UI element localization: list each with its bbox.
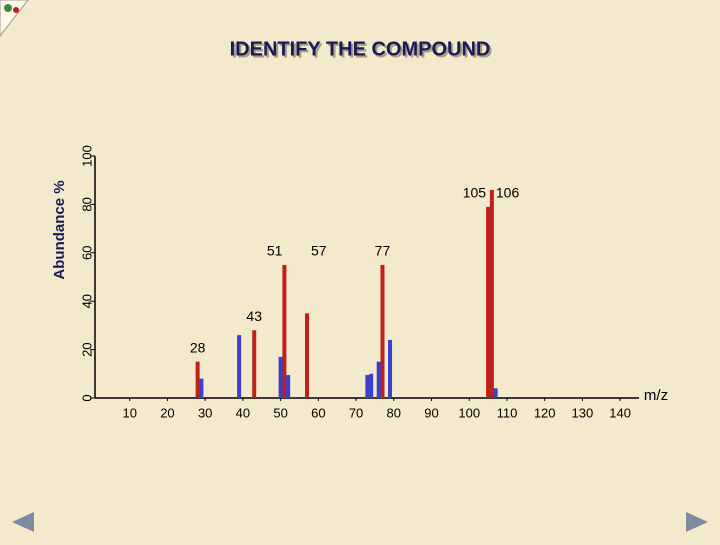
- x-tick-label: 140: [609, 405, 631, 420]
- x-tick-label: 100: [458, 405, 480, 420]
- x-tick-label: 20: [160, 405, 174, 420]
- plot: 0 20 40 60 80 100 10 20 30 40 50 60 70 80 90 100 110 120 1…: [79, 145, 639, 420]
- y-tick-label: 80: [79, 197, 94, 211]
- peak-label: 77: [375, 243, 391, 259]
- peak-label: 106: [496, 185, 520, 201]
- peak-label: 105: [463, 185, 487, 201]
- peak: [493, 388, 498, 398]
- y-tick-label: 0: [79, 394, 94, 401]
- peak-label: 43: [246, 308, 262, 324]
- peak: [388, 339, 393, 398]
- x-tick-label: 90: [424, 405, 438, 420]
- x-tick-label: 10: [122, 405, 136, 420]
- peak: [365, 375, 370, 398]
- y-tick-label: 60: [79, 246, 94, 260]
- x-tick-label: 110: [497, 405, 518, 420]
- x-tick-label: 70: [349, 405, 363, 420]
- peak: [286, 375, 291, 398]
- peak-label: 28: [190, 339, 206, 355]
- peak: [195, 361, 200, 398]
- title-shadow: IDENTIFY THE COMPOUND: [232, 40, 493, 62]
- y-tick-label: 20: [79, 342, 94, 356]
- logo: [0, 0, 29, 37]
- peak-label: 57: [311, 243, 327, 259]
- peak: [305, 313, 310, 398]
- prev-button[interactable]: [12, 512, 34, 532]
- peak: [278, 356, 283, 398]
- x-tick-label: 40: [236, 405, 250, 420]
- peak: [252, 330, 257, 398]
- y-tick-label: 100: [79, 145, 94, 167]
- x-tick-label: 120: [534, 405, 556, 420]
- x-tick-label: 50: [273, 405, 287, 420]
- y-axis-label: Abundance %: [51, 180, 68, 279]
- peak: [282, 264, 287, 398]
- x-axis-label: m/z: [644, 387, 668, 404]
- peak: [237, 335, 242, 398]
- x-tick-label: 60: [311, 405, 325, 420]
- peak: [380, 264, 385, 398]
- peak: [486, 206, 491, 398]
- x-tick-label: 80: [387, 405, 401, 420]
- peak: [369, 373, 374, 398]
- chart-title: IDENTIFY THE COMPOUND: [230, 38, 491, 60]
- y-tick-label: 40: [79, 294, 94, 308]
- peak: [376, 361, 381, 398]
- peak: [489, 189, 494, 398]
- x-tick-label: 30: [198, 405, 212, 420]
- peak: [199, 378, 204, 398]
- x-tick-label: 130: [572, 405, 594, 420]
- peak-label: 51: [267, 243, 283, 259]
- next-button[interactable]: [686, 512, 708, 532]
